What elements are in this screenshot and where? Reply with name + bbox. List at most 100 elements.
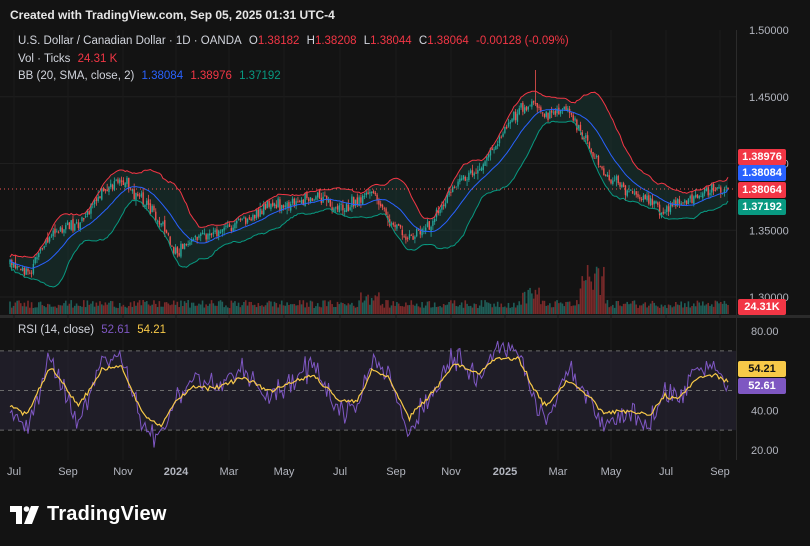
candle-body: [480, 167, 483, 171]
candle-body: [147, 199, 150, 205]
rsi-tick-label: 80.00: [751, 326, 779, 338]
candle-body: [306, 191, 308, 199]
candle-body: [153, 206, 155, 211]
volume-bar: [225, 305, 227, 314]
volume-bar: [180, 300, 182, 314]
candle-body: [30, 272, 33, 274]
candle-body: [673, 199, 675, 206]
candle-body: [45, 239, 47, 245]
candle-body: [433, 218, 436, 222]
volume-bar: [392, 301, 395, 314]
candle-body: [572, 115, 574, 121]
candle-body: [502, 133, 504, 137]
candle-body: [329, 198, 332, 207]
volume-bar: [91, 301, 94, 314]
candle-body: [36, 257, 38, 260]
volume-bar: [118, 303, 121, 314]
candle-body: [219, 232, 222, 233]
candle-body: [703, 188, 706, 194]
candle-body: [338, 205, 341, 213]
candle-body: [268, 200, 270, 207]
candle-body: [299, 201, 301, 203]
candle-body: [662, 211, 664, 214]
volume-bar: [252, 305, 254, 314]
volume-bar: [642, 303, 645, 314]
candle-body: [522, 102, 524, 112]
candle-body: [678, 199, 681, 204]
volume-bar: [214, 305, 216, 314]
volume-bar: [378, 292, 380, 314]
volume-bar: [617, 300, 620, 314]
high-label: H: [306, 35, 315, 47]
volume-bar: [583, 280, 585, 314]
volume-bar: [25, 306, 27, 314]
volume-bar: [320, 307, 323, 314]
volume-legend: Vol · Ticks 24.31 K: [18, 53, 121, 65]
candle-body: [372, 191, 375, 194]
candle-body: [725, 186, 727, 188]
candle-body: [106, 189, 108, 192]
symbol-legend: U.S. Dollar / Canadian Dollar · 1D · OAN…: [18, 35, 573, 47]
candle-body: [532, 100, 535, 103]
volume-bar: [144, 301, 146, 314]
candle-body: [203, 233, 206, 235]
volume-bar: [565, 301, 567, 314]
volume-bar: [405, 302, 407, 314]
volume-bar: [187, 300, 189, 314]
candle-body: [608, 175, 610, 181]
volume-bar: [635, 304, 638, 314]
candle-body: [284, 205, 287, 207]
volume-bar: [115, 307, 117, 314]
volume-bar: [415, 303, 418, 314]
tradingview-brand[interactable]: TradingView: [10, 503, 167, 526]
volume-bar: [540, 304, 542, 314]
volume-bar: [52, 306, 54, 314]
bb-lower-value: 1.37192: [239, 70, 281, 82]
volume-bar: [16, 300, 18, 314]
volume-bar: [379, 305, 382, 314]
candle-body: [286, 202, 288, 207]
volume-bar: [482, 306, 485, 314]
volume-bar: [140, 305, 143, 314]
volume-bar: [586, 265, 589, 314]
volume-bar: [109, 300, 112, 314]
volume-bar: [507, 302, 510, 314]
candle-body: [309, 197, 312, 204]
volume-bar: [223, 307, 225, 314]
volume-bar: [316, 303, 319, 314]
volume-bar: [554, 301, 557, 314]
candle-body: [165, 230, 168, 234]
candle-body: [639, 197, 641, 199]
candle-body: [547, 112, 549, 120]
candle-body: [601, 166, 603, 169]
candle-body: [475, 172, 477, 174]
time-tick-label: Sep: [386, 466, 406, 478]
candle-body: [694, 195, 697, 198]
volume-bar: [518, 301, 521, 314]
volume-bar: [610, 306, 612, 314]
volume-bar: [138, 300, 141, 314]
volume-bar: [273, 301, 276, 314]
candle-body: [171, 246, 173, 247]
volume-bar: [667, 304, 670, 314]
volume-bar: [145, 301, 148, 314]
candle-body: [218, 230, 220, 236]
candle-body: [487, 154, 490, 158]
candle-body: [545, 111, 547, 117]
volume-bar: [684, 303, 686, 314]
candle-body: [666, 206, 668, 212]
open-label: O: [248, 35, 258, 47]
candle-body: [83, 217, 85, 220]
volume-bar: [329, 300, 332, 314]
volume-bar: [595, 266, 598, 314]
candle-body: [263, 203, 265, 215]
candle-body: [248, 217, 251, 219]
volume-bar: [208, 303, 211, 314]
volume-bar: [340, 302, 342, 314]
volume-bar: [203, 307, 206, 314]
volume-bar: [311, 301, 314, 314]
candle-body: [554, 110, 556, 115]
candle-body: [196, 236, 198, 241]
volume-bar: [561, 303, 564, 314]
